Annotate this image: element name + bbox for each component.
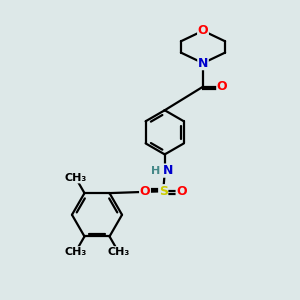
Text: N: N [198, 57, 208, 70]
Text: CH₃: CH₃ [64, 173, 87, 183]
Text: CH₃: CH₃ [64, 247, 87, 257]
Text: N: N [163, 164, 173, 177]
Text: H: H [151, 166, 160, 176]
Text: O: O [198, 24, 208, 37]
Text: CH₃: CH₃ [107, 247, 130, 257]
Text: S: S [159, 185, 168, 198]
Text: O: O [217, 80, 227, 93]
Text: O: O [140, 185, 150, 198]
Text: O: O [176, 185, 187, 198]
